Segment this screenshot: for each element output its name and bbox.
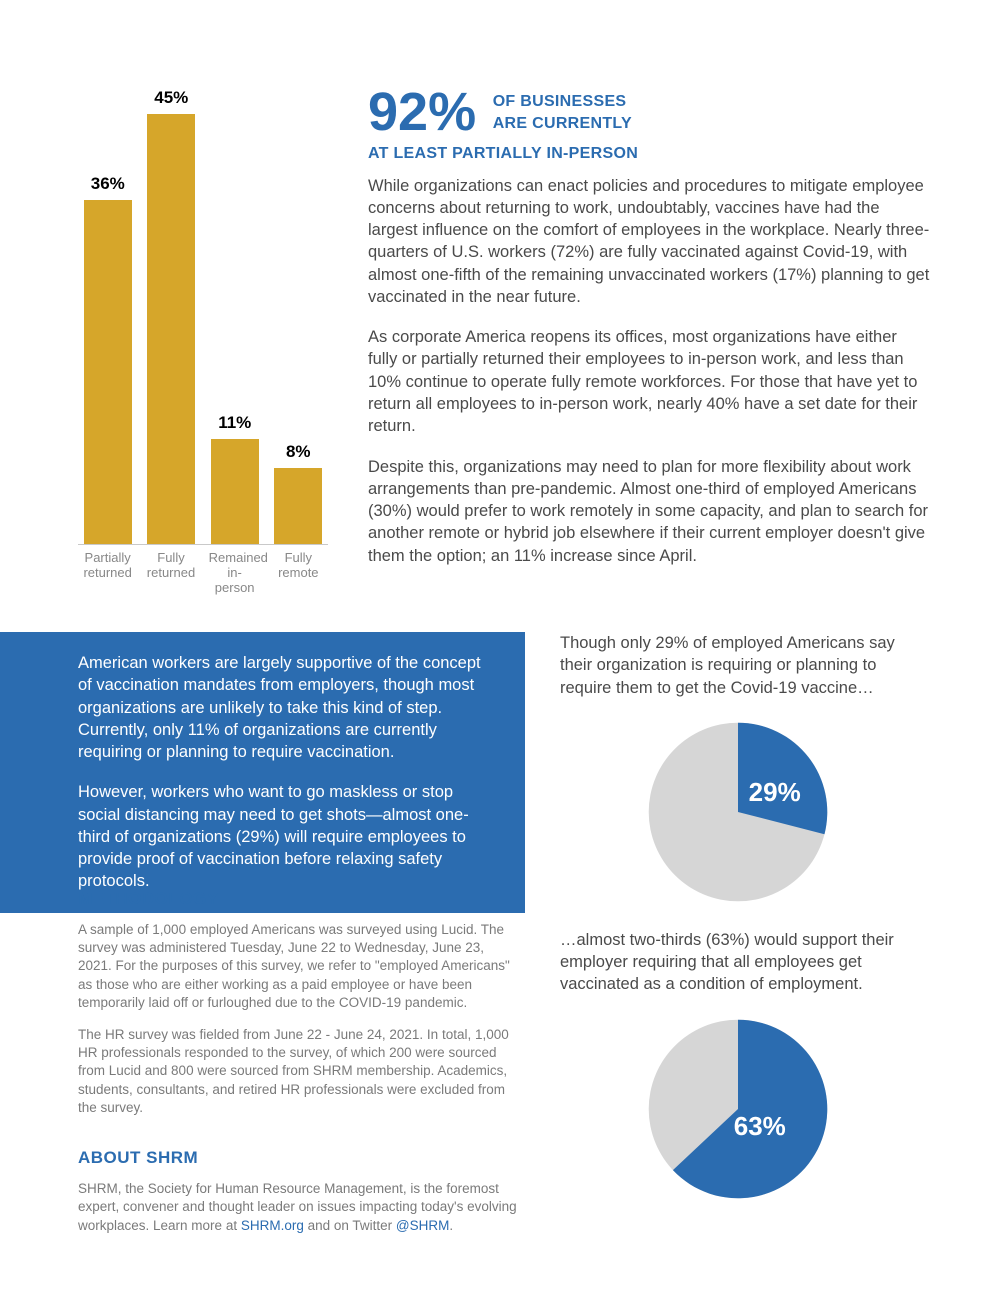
methodology-heading: METHODOLOGY: [78, 888, 518, 911]
bar: [84, 200, 132, 544]
blue-callout-p1: American workers are largely supportive …: [78, 652, 497, 763]
about-post: .: [449, 1218, 453, 1233]
x-axis-labels: Partially returned Fully returned Remained…: [78, 545, 328, 596]
pie1-svg: [645, 719, 831, 905]
footer-copy: METHODOLOGY A sample of 1,000 employed A…: [78, 888, 518, 1235]
bar-caption: Fully remote: [273, 551, 324, 596]
paragraph-2: As corporate America reopens its offices…: [368, 326, 930, 437]
bar-value-label: 8%: [286, 442, 311, 462]
bar-caption: Partially returned: [82, 551, 133, 596]
bar-column: 36%: [82, 174, 134, 544]
bar-column: 45%: [146, 88, 198, 544]
paragraph-3: Despite this, organizations may need to …: [368, 456, 930, 567]
bar-column: 11%: [209, 413, 261, 544]
bar-value-label: 11%: [218, 413, 251, 433]
bar: [274, 468, 322, 544]
pie-column: Though only 29% of employed Americans sa…: [560, 632, 915, 1226]
bar: [147, 114, 195, 544]
bar: [211, 439, 259, 544]
shrm-twitter-link[interactable]: @SHRM: [396, 1218, 449, 1233]
bar-caption: Remained in-person: [209, 551, 261, 596]
pie1-label: 29%: [749, 775, 801, 810]
headline: 92% OF BUSINESSES ARE CURRENTLY AT LEAST…: [368, 85, 930, 165]
bar-value-label: 36%: [91, 174, 125, 194]
methodology-p1: A sample of 1,000 employed Americans was…: [78, 921, 518, 1012]
shrm-org-link[interactable]: SHRM.org: [241, 1218, 304, 1233]
headline-percentage: 92%: [368, 82, 476, 142]
headline-line1: OF BUSINESSES: [493, 91, 632, 113]
pie2-label: 63%: [734, 1109, 786, 1144]
bar-column: 8%: [273, 442, 325, 544]
main-copy: 92% OF BUSINESSES ARE CURRENTLY AT LEAST…: [368, 85, 930, 596]
about-text: SHRM, the Society for Human Resource Man…: [78, 1180, 518, 1235]
paragraph-1: While organizations can enact policies a…: [368, 177, 929, 306]
methodology-p2: The HR survey was fielded from June 22 -…: [78, 1026, 518, 1117]
blue-callout-p2: However, workers who want to go maskless…: [78, 781, 497, 892]
bar-value-label: 45%: [154, 88, 188, 108]
pie-chart-63: 63%: [645, 1016, 831, 1202]
headline-line3: AT LEAST PARTIALLY IN-PERSON: [368, 143, 930, 165]
headline-line2: ARE CURRENTLY: [493, 113, 632, 135]
bar-caption: Fully returned: [145, 551, 196, 596]
blue-callout: American workers are largely supportive …: [0, 632, 525, 913]
return-to-work-bar-chart: 36% 45% 11% 8% Partially returned Fully retu…: [78, 85, 328, 596]
pie2-intro: …almost two-thirds (63%) would support t…: [560, 929, 915, 996]
pie-chart-29: 29%: [645, 719, 831, 905]
pie1-intro: Though only 29% of employed Americans sa…: [560, 632, 915, 699]
bars-area: 36% 45% 11% 8%: [78, 85, 328, 545]
about-heading: ABOUT SHRM: [78, 1147, 518, 1170]
about-mid: and on Twitter: [304, 1218, 396, 1233]
